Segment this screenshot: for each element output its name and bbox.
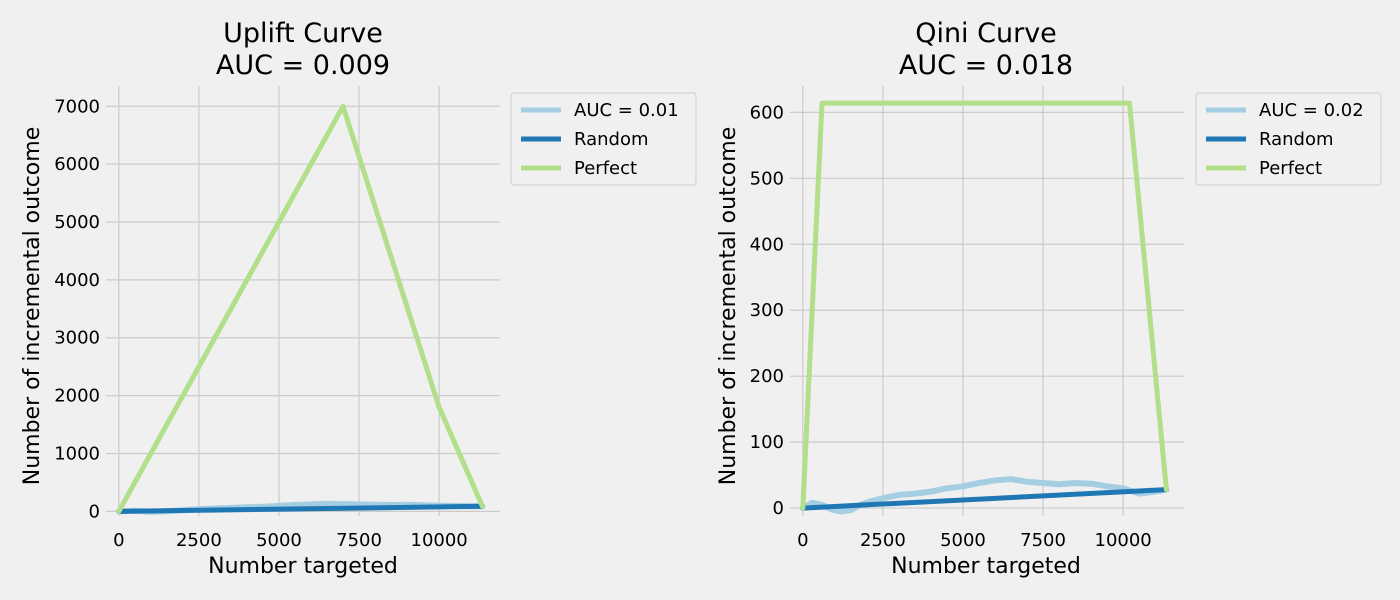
qini-y-tick-label: 100 bbox=[750, 432, 784, 453]
uplift-y-tick-label: 3000 bbox=[54, 328, 100, 349]
uplift-y-tick-label: 6000 bbox=[54, 154, 100, 175]
uplift-x-tick-label: 5000 bbox=[256, 530, 302, 551]
qini-series-model-line bbox=[799, 476, 1170, 515]
uplift-chart-subtitle: AUC = 0.009 bbox=[216, 50, 390, 81]
qini-series-perfect-line bbox=[800, 100, 1169, 511]
qini-legend-label-perfect: Perfect bbox=[1259, 158, 1322, 179]
uplift-grid bbox=[106, 86, 500, 516]
uplift-series-perfect-line bbox=[116, 103, 485, 514]
qini-x-tick-label: 0 bbox=[797, 530, 808, 551]
qini-y-tick-label: 300 bbox=[750, 300, 784, 321]
uplift-y-tick-label: 1000 bbox=[54, 443, 100, 464]
uplift-y-tick-label: 7000 bbox=[54, 96, 100, 117]
qini-y-tick-label: 200 bbox=[750, 366, 784, 387]
uplift-legend-label-perfect: Perfect bbox=[574, 158, 637, 179]
uplift-legend-label-random: Random bbox=[574, 129, 649, 150]
qini-legend-frame bbox=[1195, 92, 1382, 186]
uplift-y-tick-label: 2000 bbox=[54, 386, 100, 407]
qini-legend-label-random: Random bbox=[1259, 129, 1334, 150]
qini-y-tick-label: 600 bbox=[750, 102, 784, 123]
qini-x-tick-label: 10000 bbox=[1095, 530, 1152, 551]
uplift-legend: AUC = 0.01 Random Perfect bbox=[510, 92, 697, 186]
uplift-y-tick-label: 0 bbox=[89, 501, 100, 522]
uplift-x-tick-label: 0 bbox=[113, 530, 124, 551]
qini-chart-title: Qini Curve bbox=[915, 18, 1057, 49]
qini-x-axis-ticks: 0 2500 5000 7500 10000 bbox=[797, 530, 1152, 551]
qini-y-axis-ticks: 0 100 200 300 400 500 600 bbox=[750, 102, 784, 519]
qini-chart-subtitle: AUC = 0.018 bbox=[899, 50, 1073, 81]
uplift-x-axis-ticks: 0 2500 5000 7500 10000 bbox=[113, 530, 468, 551]
uplift-series-random-line bbox=[116, 503, 485, 514]
qini-x-tick-label: 2500 bbox=[860, 530, 906, 551]
qini-x-axis-label: Number targeted bbox=[891, 554, 1081, 579]
uplift-x-axis-label: Number targeted bbox=[208, 554, 398, 579]
uplift-legend-frame bbox=[510, 92, 697, 186]
uplift-x-tick-label: 10000 bbox=[411, 530, 468, 551]
uplift-x-tick-label: 2500 bbox=[176, 530, 222, 551]
uplift-y-tick-label: 4000 bbox=[54, 270, 100, 291]
uplift-y-axis-label: Number of incremental outcome bbox=[20, 127, 45, 486]
uplift-chart-title: Uplift Curve bbox=[223, 18, 383, 49]
qini-x-tick-label: 5000 bbox=[940, 530, 986, 551]
qini-series-random-line bbox=[800, 487, 1169, 511]
uplift-chart: Uplift Curve AUC = 0.009 0 2500 5000 7500 10… bbox=[20, 18, 697, 579]
qini-legend-label-model: AUC = 0.02 bbox=[1259, 100, 1364, 121]
qini-x-tick-label: 7500 bbox=[1020, 530, 1066, 551]
qini-chart: Qini Curve AUC = 0.018 0 2500 5000 7500 1000… bbox=[716, 18, 1382, 579]
uplift-y-axis-ticks: 0 1000 2000 3000 4000 5000 6000 7000 bbox=[54, 96, 100, 522]
qini-y-tick-label: 500 bbox=[750, 168, 784, 189]
qini-y-axis-label: Number of incremental outcome bbox=[716, 127, 741, 486]
uplift-series-group bbox=[115, 103, 486, 515]
qini-legend: AUC = 0.02 Random Perfect bbox=[1195, 92, 1382, 186]
uplift-x-tick-label: 7500 bbox=[336, 530, 382, 551]
qini-y-tick-label: 400 bbox=[750, 234, 784, 255]
qini-y-tick-label: 0 bbox=[773, 498, 784, 519]
qini-series-group bbox=[799, 100, 1170, 515]
uplift-y-tick-label: 5000 bbox=[54, 212, 100, 233]
uplift-legend-label-model: AUC = 0.01 bbox=[574, 100, 679, 121]
